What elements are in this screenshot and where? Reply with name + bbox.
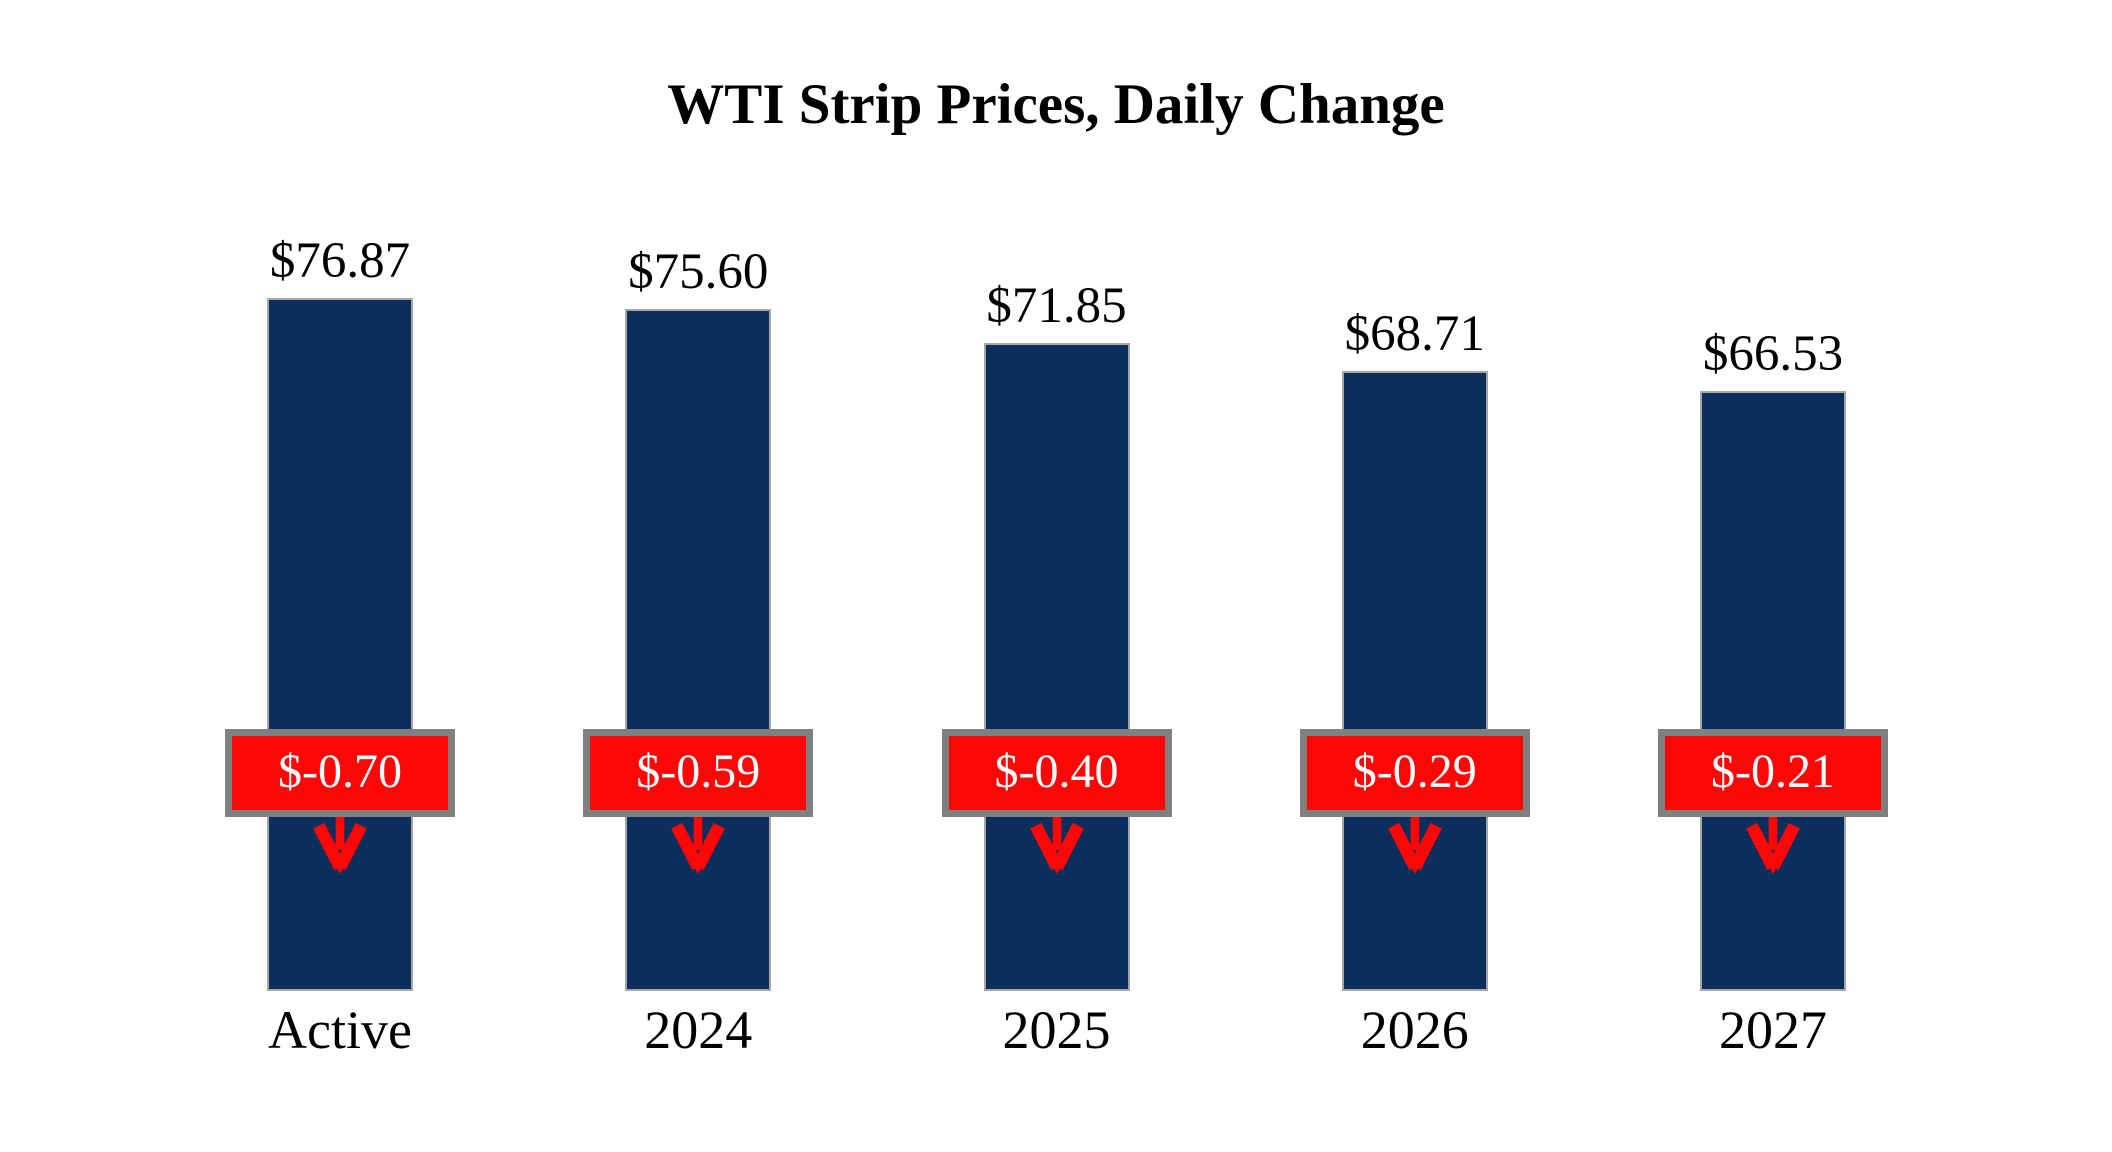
bar — [625, 309, 772, 991]
category-label: 2027 — [1719, 1000, 1827, 1060]
bar — [1341, 371, 1488, 991]
bar-group: $75.60 $-0.59 2024 — [583, 0, 814, 1152]
down-arrow-icon — [1386, 816, 1444, 876]
change-badge: $-0.29 — [1299, 729, 1530, 817]
chart-title: WTI Strip Prices, Daily Change — [667, 73, 1445, 136]
change-badge: $-0.59 — [583, 729, 814, 817]
down-arrow-icon — [1744, 816, 1802, 876]
category-label: 2025 — [1002, 1000, 1111, 1060]
bar — [983, 343, 1130, 991]
down-arrow-icon — [1028, 816, 1086, 876]
bar-value-label: $66.53 — [1702, 326, 1844, 382]
bar-group: $66.53 $-0.21 2027 — [1658, 0, 1888, 1152]
bar — [267, 298, 413, 991]
category-label: Active — [268, 1000, 412, 1060]
category-label: 2024 — [644, 1000, 753, 1060]
category-label: 2026 — [1360, 1000, 1469, 1060]
bar-value-label: $71.85 — [986, 278, 1127, 334]
change-badge: $-0.70 — [225, 729, 455, 817]
change-badge: $-0.21 — [1658, 729, 1888, 817]
bar-value-label: $68.71 — [1344, 306, 1485, 362]
bar-group: $68.71 $-0.29 2026 — [1299, 0, 1530, 1152]
bar-group: $76.87 $-0.70 Active — [225, 0, 455, 1152]
down-arrow-icon — [669, 816, 727, 876]
bar-value-label: $75.60 — [628, 244, 769, 300]
change-badge: $-0.40 — [941, 729, 1172, 817]
bar-value-label: $76.87 — [269, 233, 411, 289]
bar-group: $71.85 $-0.40 2025 — [941, 0, 1172, 1152]
down-arrow-icon — [311, 816, 369, 876]
bar — [1700, 391, 1846, 991]
